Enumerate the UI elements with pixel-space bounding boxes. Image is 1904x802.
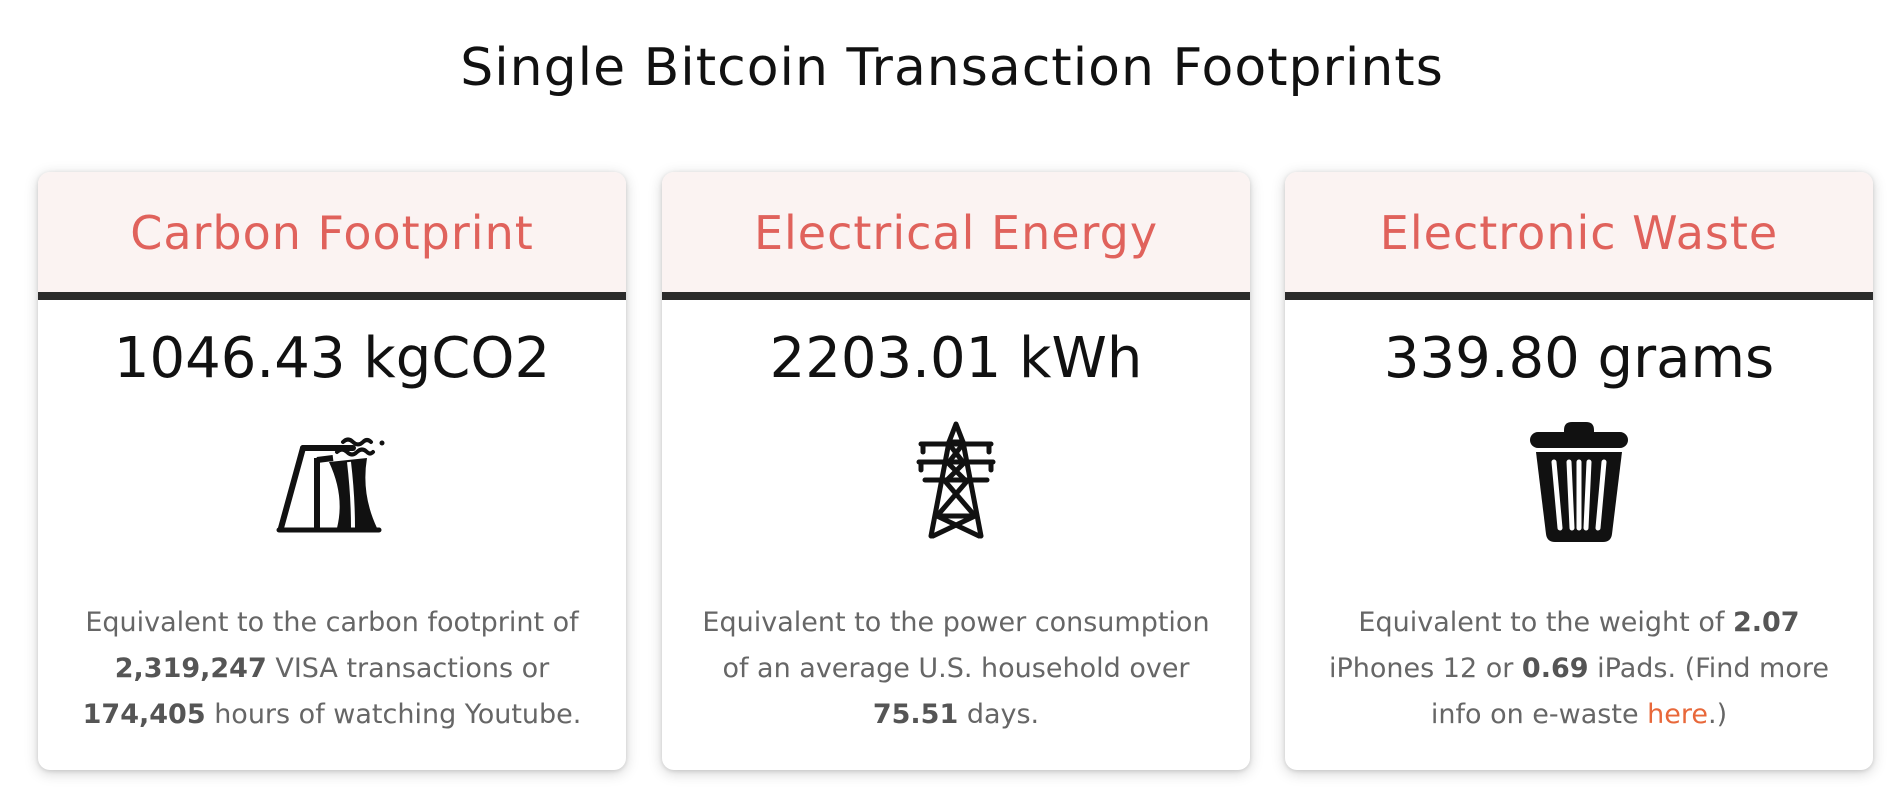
card-description: Equivalent to the power consumption of a…	[702, 600, 1210, 738]
electronic-waste-card: Electronic Waste 339.80 grams Equivalent…	[1285, 172, 1873, 770]
ipad-count: 0.69	[1521, 653, 1589, 684]
desc-text: iPads. (Find more info on e-waste	[1430, 653, 1829, 730]
visa-count: 2,319,247	[114, 653, 267, 684]
desc-text: Equivalent to the weight of	[1358, 607, 1733, 638]
ewaste-info-link[interactable]: here	[1647, 699, 1708, 730]
electrical-energy-card: Electrical Energy 2203.01 kWh	[662, 172, 1250, 770]
factory-icon	[276, 437, 385, 533]
card-value: 1046.43 kgCO2	[113, 326, 551, 391]
card-header: Carbon Footprint	[38, 172, 626, 300]
power-tower-icon	[916, 421, 996, 539]
carbon-footprint-card: Carbon Footprint 1046.43 kgCO2 Equivalen…	[38, 172, 626, 770]
card-header: Electronic Waste	[1285, 172, 1873, 300]
desc-text: Equivalent to the carbon footprint of	[85, 607, 579, 638]
household-days: 75.51	[872, 699, 959, 730]
desc-text: Equivalent to the power consumption of a…	[702, 607, 1210, 684]
card-value: 339.80 grams	[1383, 326, 1775, 391]
desc-text: iPhones 12 or	[1328, 653, 1522, 684]
card-value: 2203.01 kWh	[769, 326, 1143, 391]
card-description: Equivalent to the carbon footprint of 2,…	[78, 600, 586, 738]
desc-text: .)	[1707, 699, 1728, 730]
card-description: Equivalent to the weight of 2.07 iPhones…	[1325, 600, 1833, 738]
card-header: Electrical Energy	[662, 172, 1250, 300]
desc-text: VISA transactions or	[266, 653, 550, 684]
desc-text: days.	[958, 699, 1040, 730]
iphone-count: 2.07	[1732, 607, 1800, 638]
desc-text: hours of watching Youtube.	[205, 699, 582, 730]
page-title: Single Bitcoin Transaction Footprints	[460, 38, 1444, 98]
trash-can-icon	[1530, 422, 1628, 542]
youtube-hours: 174,405	[82, 699, 206, 730]
footprint-cards: Carbon Footprint 1046.43 kgCO2 Equivalen…	[38, 172, 1874, 770]
